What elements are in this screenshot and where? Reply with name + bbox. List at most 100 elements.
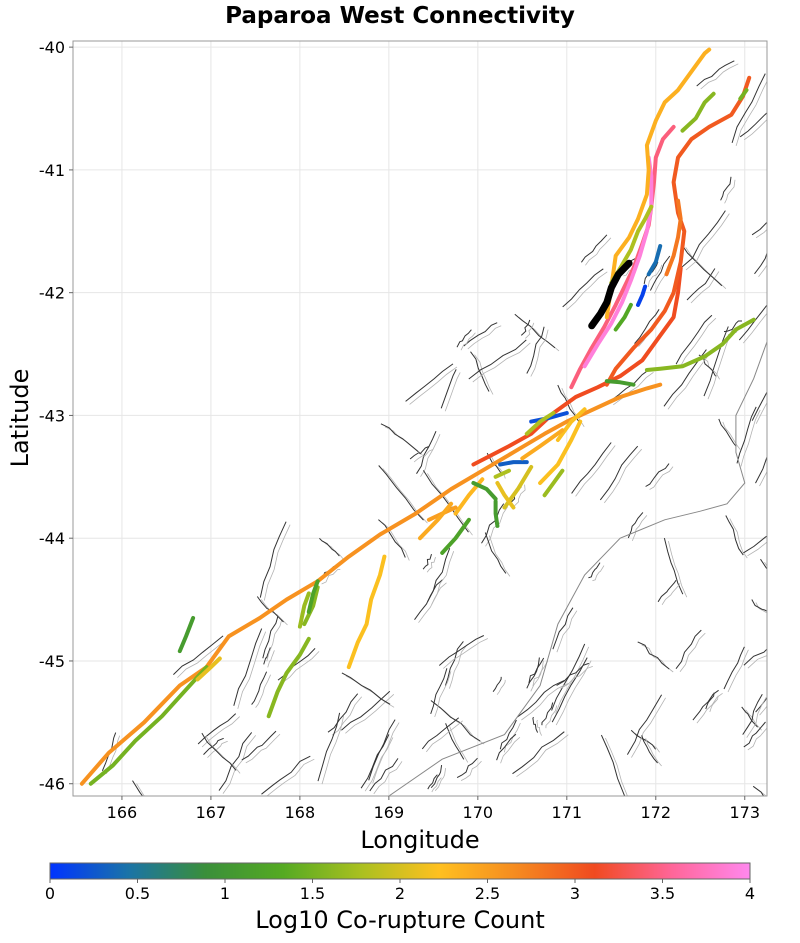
background-fault: [630, 729, 657, 750]
fault-surface: [323, 541, 344, 560]
corupture-fault-32: [266, 636, 311, 719]
corupture-fault-29: [440, 517, 471, 555]
background-fault: [241, 730, 277, 761]
fault-surface: [255, 674, 271, 708]
corupture-fault-20: [538, 419, 583, 485]
background-fault: [218, 732, 253, 791]
corupture-fault-16: [498, 460, 529, 467]
fault-surface: [266, 758, 315, 796]
fault-surface: [746, 697, 767, 738]
corupture-fault-22: [493, 468, 511, 479]
colorbar-tick-label: 1: [220, 884, 230, 903]
background-fault: [725, 515, 744, 556]
background-fault: [369, 758, 399, 792]
x-tick-label: 170: [463, 803, 494, 822]
fault-surface: [500, 736, 521, 764]
corupture-fault-38: [195, 656, 222, 682]
background-fault: [528, 657, 545, 684]
fault-surface: [575, 445, 616, 497]
fault-surface: [281, 651, 320, 684]
background-fault: [634, 309, 660, 344]
background-fault: [201, 732, 237, 771]
corupture-fault-36: [177, 616, 196, 654]
fault-surface: [668, 541, 688, 598]
background-fault: [751, 391, 767, 421]
gridlines: [73, 41, 767, 796]
fault-surface: [759, 705, 767, 716]
y-tick-label: -46: [39, 775, 65, 794]
background-fault: [263, 647, 271, 665]
colorbar-label: Log10 Co-rupture Count: [255, 906, 545, 934]
fault-surface: [516, 734, 569, 778]
x-axis-label: Longitude: [360, 826, 479, 854]
fault-surface: [755, 401, 767, 424]
fault-surface: [530, 329, 549, 377]
fault-surface: [536, 719, 542, 736]
fault-surface: [444, 372, 461, 412]
fault-surface: [603, 448, 643, 504]
background-fault: [405, 363, 454, 402]
fault-surface: [685, 213, 730, 271]
fault-surface: [431, 777, 442, 793]
fault-surface: [585, 237, 612, 266]
background-fault: [649, 255, 671, 291]
coastline: [388, 341, 767, 796]
background-fault: [430, 765, 443, 789]
y-axis-label: Latitude: [6, 369, 34, 468]
corupture-fault-28: [542, 468, 565, 498]
x-tick-label: 168: [285, 803, 316, 822]
fault-surface: [530, 660, 544, 692]
fault-surface: [373, 761, 403, 795]
background-fault: [692, 689, 719, 721]
fault-surface: [237, 631, 267, 709]
background-fault: [484, 532, 507, 574]
corupture-fault-35: [297, 591, 311, 629]
background-fault: [132, 780, 144, 796]
fault-surface: [201, 716, 240, 748]
x-tick-label: 166: [107, 803, 138, 822]
fault-surface: [745, 709, 762, 731]
background-fault: [427, 548, 451, 602]
corupture-fault-9: [738, 88, 749, 101]
background-fault: [262, 616, 279, 659]
corupture-fault-13: [644, 317, 756, 372]
fault-surface: [420, 434, 441, 477]
background-fault: [562, 268, 604, 308]
background-fault: [742, 693, 763, 735]
background-fault: [327, 693, 359, 733]
corupture-fault-33: [302, 585, 320, 627]
y-axis-ticks: -40 -41 -42 -43 -44 -45 -46: [39, 38, 73, 794]
corupture-fault-12: [613, 302, 633, 332]
background-fault: [718, 418, 737, 447]
fault-surface: [679, 632, 706, 672]
background-fault: [681, 244, 723, 287]
fault-surface: [382, 522, 410, 561]
fault-surface: [503, 722, 521, 753]
background-fault: [378, 519, 406, 558]
fault-surface: [532, 660, 549, 687]
fault-basemap: [101, 60, 767, 796]
background-fault: [641, 735, 658, 764]
background-fault: [463, 322, 498, 347]
background-fault: [663, 537, 684, 595]
background-fault: [760, 558, 767, 571]
colorbar-ticks: 0 0.5 1 1.5 2 2.5 3 3.5 4: [45, 879, 755, 903]
corupture-fault-8: [664, 198, 683, 277]
background-fault: [751, 599, 767, 612]
corupture-fault-37: [88, 665, 209, 786]
background-fault: [743, 648, 767, 666]
fault-surface: [631, 697, 666, 758]
background-fault: [541, 702, 554, 726]
fault-surface: [474, 354, 494, 395]
fault-surface: [566, 271, 608, 311]
fault-surface: [434, 768, 446, 791]
x-tick-label: 171: [552, 803, 583, 822]
background-fault: [627, 512, 644, 539]
fault-surface: [742, 312, 767, 344]
fault-surface: [690, 271, 720, 304]
background-fault: [736, 406, 757, 464]
colorbar-tick-label: 3: [570, 884, 580, 903]
fault-surface: [649, 466, 674, 490]
background-fault: [751, 221, 767, 236]
y-tick-label: -44: [39, 529, 65, 548]
